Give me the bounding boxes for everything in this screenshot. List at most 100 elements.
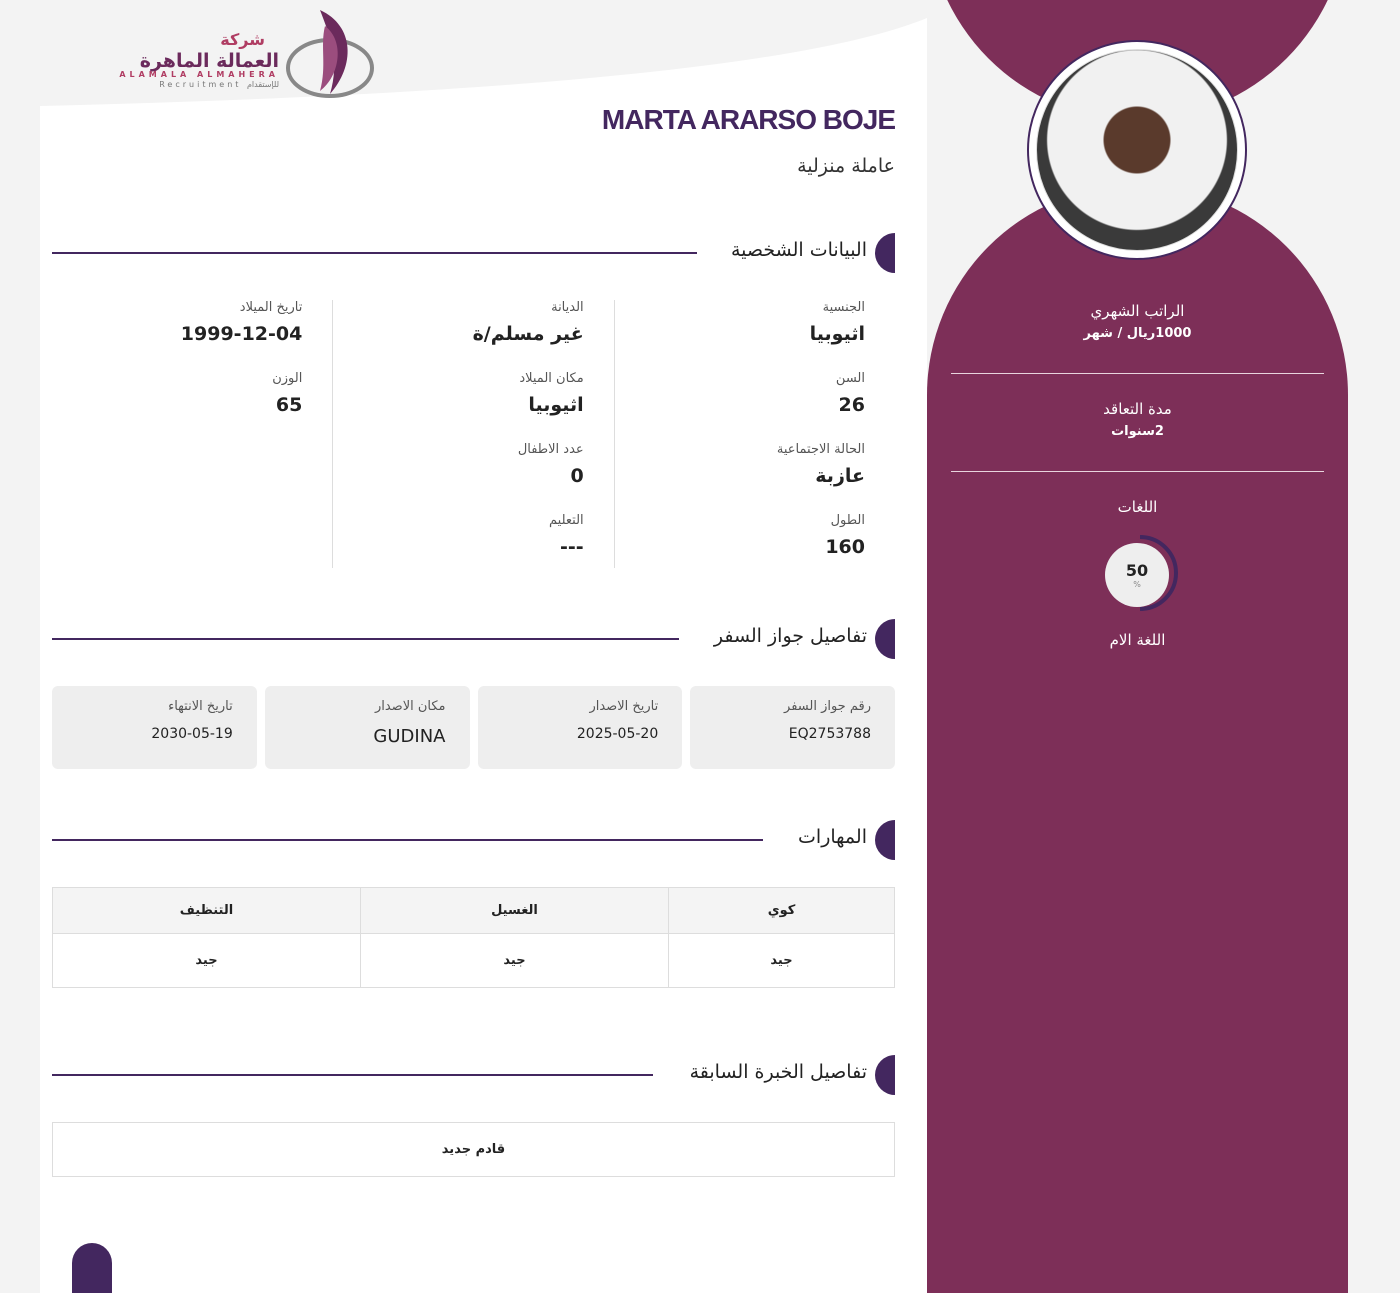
field: التعليم ---: [363, 513, 584, 584]
section-divider: [52, 252, 697, 254]
issue-date-card: تاريخ الاصدار 2025-05-20: [477, 686, 683, 769]
field-label: عدد الاطفال: [517, 442, 584, 457]
languages-label: اللغات: [1117, 498, 1158, 516]
field-label: تاريخ الميلاد: [239, 300, 303, 315]
field-value: غير مسلم/ة: [472, 323, 584, 345]
section-divider: [52, 839, 763, 841]
header: [40, 0, 927, 106]
languages-block: اللغات: [951, 498, 1324, 516]
field-value: 0: [570, 465, 584, 487]
skills-table: كوي الغسيل التنظيف جيد جيد جيد: [52, 887, 895, 988]
sidebar-divider: [951, 373, 1324, 374]
experience-box: قادم جديد: [52, 1122, 895, 1177]
contract-duration: 2سنوات: [1111, 424, 1164, 439]
card-value: 2025-05-20: [576, 726, 659, 742]
contract-label: مدة التعاقد: [1103, 400, 1172, 418]
personal-data-grid: الجنسية اثيوبيا السن 26 الحالة الاجتماعية عاز…: [52, 300, 895, 568]
scroll-tab[interactable]: [72, 1243, 112, 1293]
section-marker: [875, 1055, 895, 1095]
logo-emblem-icon: [286, 10, 374, 98]
sidebar-arch: [927, 185, 1348, 1293]
card-label: مكان الاصدار: [374, 699, 446, 714]
field-value: ---: [560, 536, 584, 558]
section-title: البيانات الشخصية: [730, 239, 867, 261]
avatar: [1027, 40, 1247, 260]
field-label: الطول: [830, 513, 865, 528]
personal-column: الديانة غير مسلم/ة مكان الميلاد اثيوبيا عدد …: [332, 300, 613, 568]
skill-level: جيد: [668, 933, 895, 988]
field-value: 65: [275, 394, 303, 416]
section-divider: [52, 638, 679, 640]
section-title: تفاصيل الخبرة السابقة: [689, 1061, 867, 1083]
language-percent: 50: [1125, 561, 1149, 580]
skill-level: جيد: [360, 933, 669, 988]
skill-level: جيد: [52, 933, 361, 988]
field-label: السن: [835, 371, 865, 386]
field: عدد الاطفال 0: [363, 442, 584, 513]
skill-header: التنظيف: [52, 887, 361, 934]
worker-name: MARTA ARARSO BOJE: [601, 104, 896, 135]
personal-column: الجنسية اثيوبيا السن 26 الحالة الاجتماعية عاز…: [613, 300, 895, 568]
salary: 1000ريال / شهر: [1083, 326, 1192, 341]
field: تاريخ الميلاد 1999-12-04: [82, 300, 303, 371]
field-value: 1999-12-04: [180, 323, 303, 345]
section-title: تفاصيل جواز السفر: [713, 625, 867, 647]
salary-label: الراتب الشهري: [1090, 302, 1185, 320]
field-label: التعليم: [549, 513, 584, 528]
section-passport: تفاصيل جواز السفر: [52, 619, 895, 659]
card-label: تاريخ الانتهاء: [168, 699, 233, 714]
card-value: GUDINA: [373, 726, 446, 747]
field: الوزن 65: [82, 371, 302, 442]
gauge-arc: [1139, 535, 1178, 611]
field: مكان الميلاد اثيوبيا: [363, 371, 583, 442]
section-divider: [52, 1074, 653, 1076]
field: الديانة غير مسلم/ة: [363, 300, 584, 371]
language-name-block: اللغة الام: [951, 631, 1324, 649]
card-value: EQ2753788: [788, 726, 871, 742]
main-content: شركة العمالة الماهرة ALAMALA ALMAHERA Re…: [40, 0, 927, 1293]
field: الطول 160: [645, 513, 865, 584]
passport-number-card: رقم جواز السفر EQ2753788: [690, 686, 895, 769]
field-label: الجنسية: [822, 300, 865, 315]
sidebar-divider: [951, 471, 1324, 472]
field-value: 26: [838, 394, 865, 416]
gauge-center: 50%: [1105, 543, 1169, 607]
company-logo: شركة العمالة الماهرة ALAMALA ALMAHERA Re…: [95, 6, 375, 100]
language-gauge: [1139, 535, 1178, 611]
field: الحالة الاجتماعية عازبة: [645, 442, 865, 513]
card-value: 2030-05-19: [151, 726, 233, 742]
field-label: الحالة الاجتماعية: [776, 442, 865, 457]
passport-cards: رقم جواز السفر EQ2753788 تاريخ الاصدار 202…: [52, 686, 895, 769]
personal-column: تاريخ الميلاد 1999-12-04 الوزن 65: [52, 300, 332, 568]
card-label: تاريخ الاصدار: [589, 699, 659, 714]
job-title: عاملة منزلية: [797, 155, 895, 177]
contract-block: مدة التعاقد 2سنوات: [951, 400, 1324, 439]
field-label: مكان الميلاد: [519, 371, 584, 386]
section-experience: تفاصيل الخبرة السابقة: [52, 1055, 895, 1095]
percent-sign: %: [1133, 580, 1141, 589]
section-title: المهارات: [798, 826, 867, 848]
field-value: اثيوبيا: [528, 394, 584, 416]
field: السن 26: [645, 371, 865, 442]
field-label: الديانة: [551, 300, 584, 315]
worker-photo: [1036, 49, 1238, 251]
card-label: رقم جواز السفر: [784, 699, 871, 714]
salary-block: الراتب الشهري 1000ريال / شهر: [951, 302, 1324, 341]
skill-header: الغسيل: [360, 887, 669, 934]
sidebar: الراتب الشهري 1000ريال / شهر مدة التعاقد 2…: [927, 0, 1348, 1293]
field-value: 160: [825, 536, 865, 558]
section-marker: [875, 820, 895, 860]
section-marker: [875, 619, 895, 659]
section-skills: المهارات: [52, 820, 895, 860]
field-label: الوزن: [272, 371, 303, 386]
field: الجنسية اثيوبيا: [645, 300, 865, 371]
skill-header: كوي: [668, 887, 895, 934]
section-personal: البيانات الشخصية: [52, 233, 895, 273]
issue-place-card: مكان الاصدار GUDINA: [264, 686, 470, 769]
right-margin: [1360, 0, 1400, 1293]
field-value: عازبة: [815, 465, 865, 487]
section-marker: [875, 233, 895, 273]
expiry-date-card: تاريخ الانتهاء 2030-05-19: [52, 686, 257, 769]
field-value: اثيوبيا: [809, 323, 865, 345]
language-name: اللغة الام: [1109, 631, 1166, 649]
